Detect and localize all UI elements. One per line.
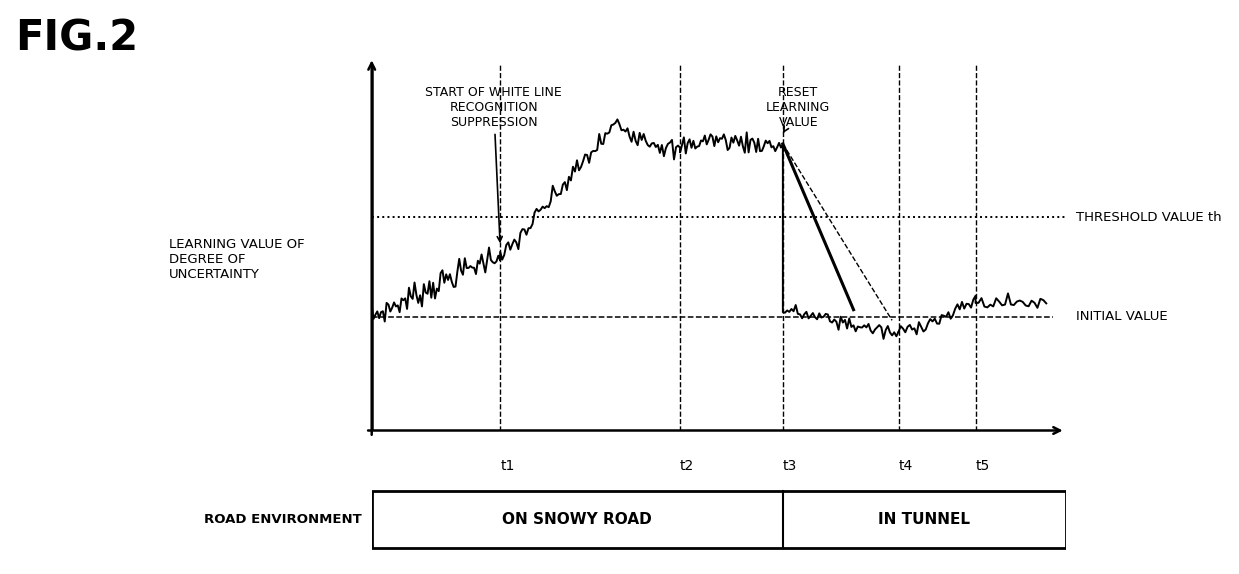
Text: IN TUNNEL: IN TUNNEL	[878, 512, 970, 527]
Text: THRESHOLD VALUE th: THRESHOLD VALUE th	[1075, 211, 1222, 224]
Text: ON SNOWY ROAD: ON SNOWY ROAD	[502, 512, 652, 527]
Text: t3: t3	[783, 459, 797, 473]
Text: LEARNING VALUE OF
DEGREE OF
UNCERTAINTY: LEARNING VALUE OF DEGREE OF UNCERTAINTY	[169, 238, 305, 281]
Text: FIG.2: FIG.2	[15, 17, 138, 59]
Text: RESET
LEARNING
VALUE: RESET LEARNING VALUE	[766, 86, 830, 132]
Text: t4: t4	[898, 459, 913, 473]
Text: START OF WHITE LINE
RECOGNITION
SUPPRESSION: START OF WHITE LINE RECOGNITION SUPPRESS…	[425, 86, 563, 242]
Text: t5: t5	[975, 459, 990, 473]
Text: t1: t1	[501, 459, 514, 473]
Text: ROAD ENVIRONMENT: ROAD ENVIRONMENT	[203, 513, 362, 526]
Text: t2: t2	[680, 459, 694, 473]
Text: INITIAL VALUE: INITIAL VALUE	[1075, 311, 1167, 323]
